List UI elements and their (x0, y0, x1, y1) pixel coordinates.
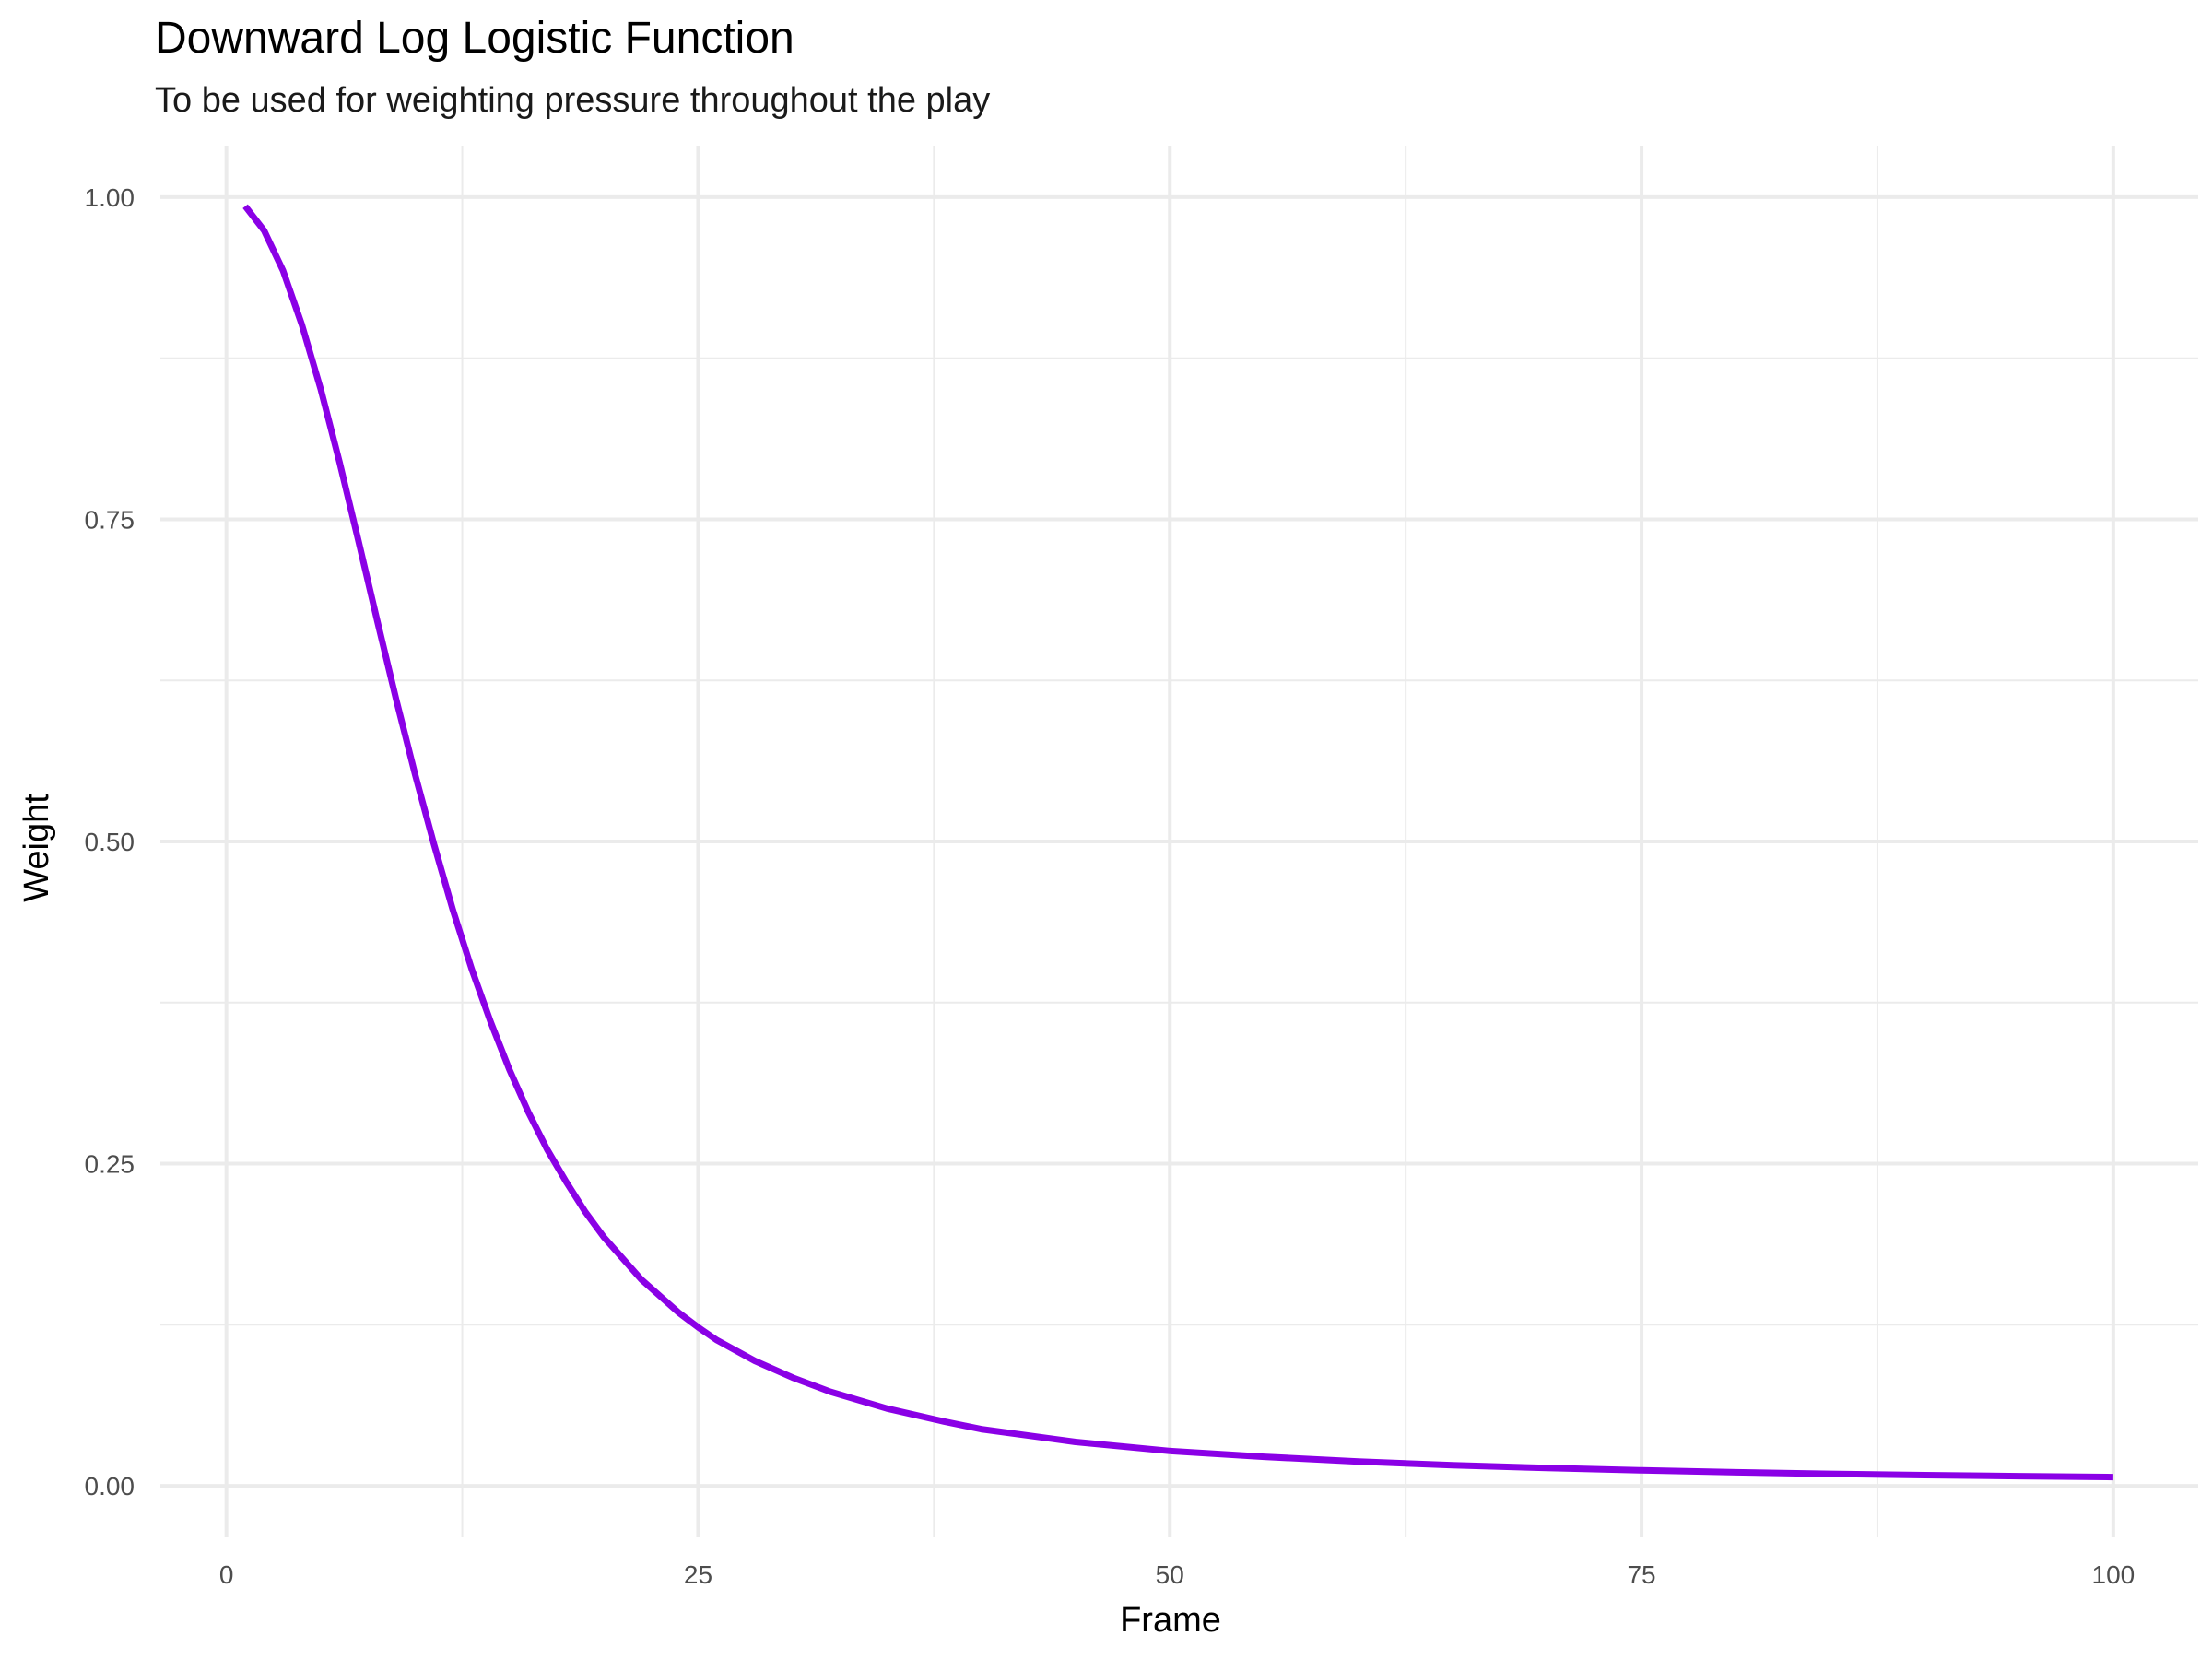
y-tick-label: 1.00 (85, 183, 135, 212)
y-tick-label: 0.50 (85, 828, 135, 856)
major-grid (160, 146, 2198, 1537)
x-tick-label: 100 (2092, 1560, 2136, 1589)
x-axis-ticks: 0 25 50 75 100 (219, 1560, 2135, 1589)
chart-subtitle: To be used for weighting pressure throug… (155, 81, 991, 120)
chart-title: Downward Log Logistic Function (155, 14, 794, 63)
series-layer (242, 204, 2113, 1481)
series-line (242, 204, 2113, 1481)
x-tick-label: 75 (1627, 1560, 1655, 1589)
x-tick-label: 0 (219, 1560, 234, 1589)
y-tick-label: 0.75 (85, 505, 135, 534)
x-tick-label: 25 (684, 1560, 712, 1589)
y-axis-ticks: 0.00 0.25 0.50 0.75 1.00 (85, 183, 135, 1500)
x-axis-title: Frame (1120, 1601, 1221, 1640)
y-axis-title: Weight (18, 794, 56, 902)
y-tick-label: 0.00 (85, 1472, 135, 1500)
y-tick-label: 0.25 (85, 1150, 135, 1179)
x-tick-label: 50 (1156, 1560, 1184, 1589)
